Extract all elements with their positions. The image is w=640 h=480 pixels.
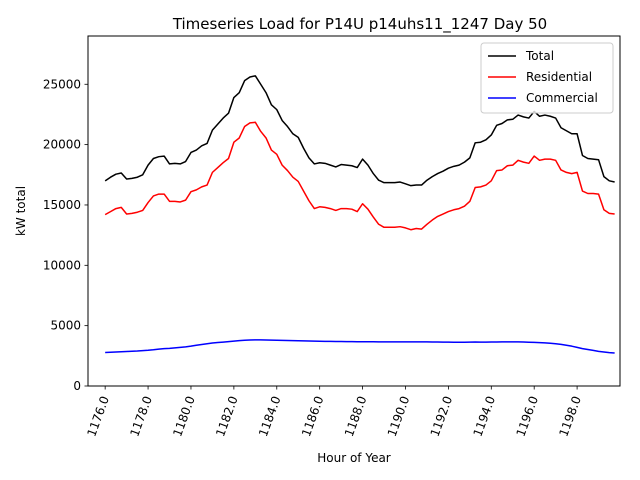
y-tick-label: 10000	[43, 258, 81, 272]
y-tick-label: 0	[73, 379, 81, 393]
x-axis-label: Hour of Year	[317, 451, 391, 465]
series-line-total	[104, 75, 615, 187]
legend-label-residential: Residential	[526, 70, 592, 84]
y-tick-label: 5000	[50, 319, 81, 333]
plot-area	[87, 35, 621, 387]
y-axis: 0 5000 10000 15000 20000 25000	[43, 77, 88, 393]
x-tick-label: 1184.0	[256, 394, 284, 438]
legend-box	[480, 42, 614, 114]
y-tick-label: 15000	[43, 198, 81, 212]
x-tick-label: 1178.0	[127, 394, 155, 438]
x-tick-label: 1180.0	[170, 394, 198, 438]
y-tick-label: 25000	[43, 77, 81, 91]
x-axis: 1176.0 1178.0 1180.0 1182.0 1184.0 1186.0 1188…	[84, 386, 584, 438]
series-lines	[104, 75, 615, 354]
x-tick-label: 1190.0	[385, 394, 413, 438]
series-line-commercial	[105, 339, 615, 354]
y-tick-label: 20000	[43, 138, 81, 152]
series-line-residential	[104, 121, 615, 231]
x-tick-label: 1194.0	[471, 394, 499, 438]
chart-title: Timeseries Load for P14U p14uhs11_1247 D…	[172, 15, 547, 34]
x-tick-label: 1186.0	[299, 394, 327, 438]
x-tick-label: 1188.0	[342, 394, 370, 438]
x-tick-label: 1176.0	[84, 394, 112, 438]
x-tick-label: 1198.0	[556, 394, 584, 438]
x-tick-label: 1196.0	[513, 394, 541, 438]
legend: Total Residential Commercial	[480, 42, 614, 114]
x-tick-label: 1192.0	[428, 394, 456, 438]
x-tick-label: 1182.0	[213, 394, 241, 438]
y-axis-label: kW total	[14, 186, 28, 236]
legend-label-total: Total	[525, 49, 554, 63]
legend-label-commercial: Commercial	[526, 91, 598, 105]
